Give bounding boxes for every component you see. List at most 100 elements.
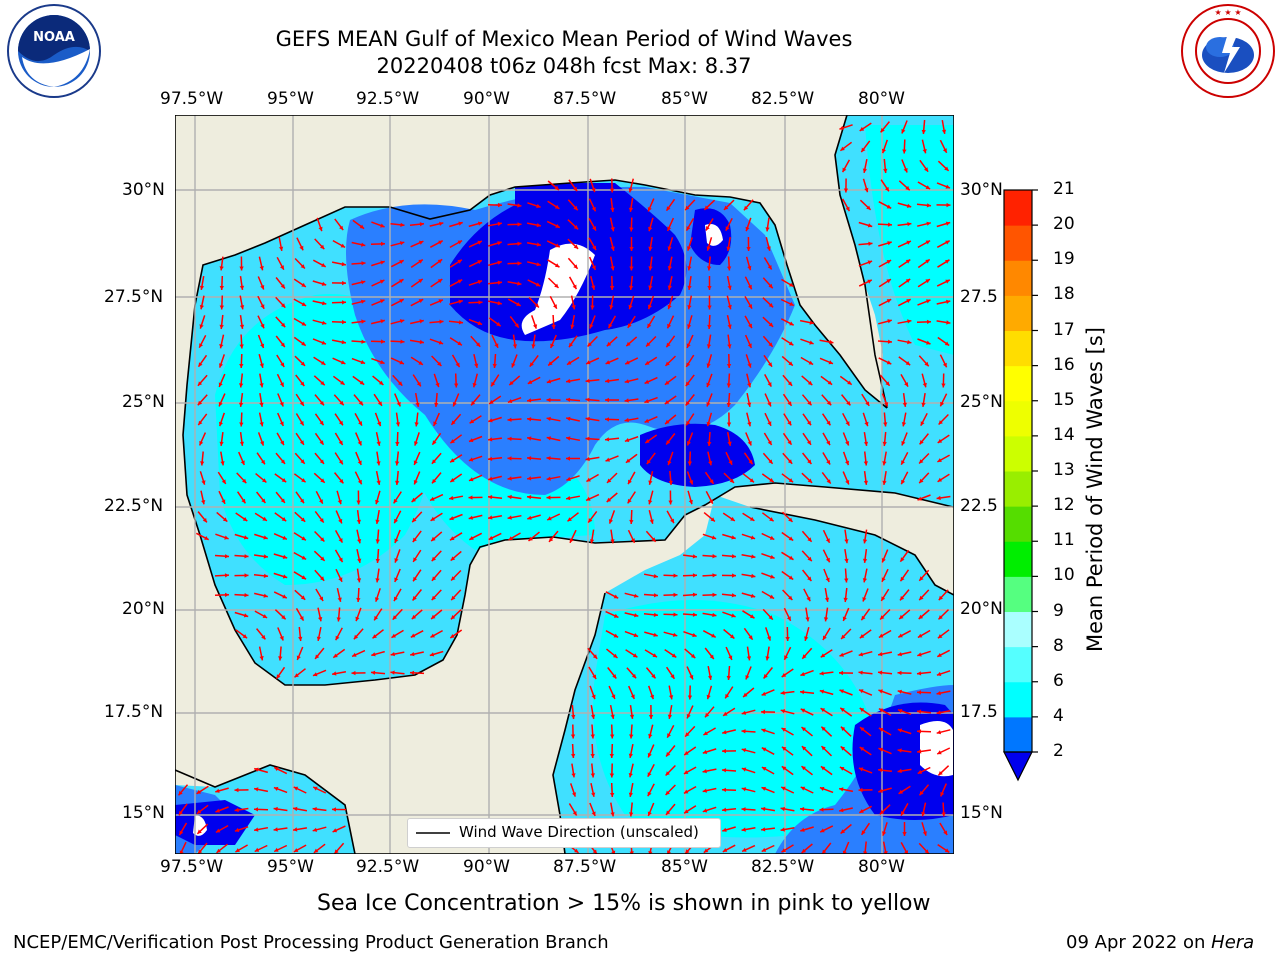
wind-arrow-head bbox=[338, 518, 343, 524]
wind-arrow-head bbox=[312, 827, 318, 832]
wind-arrow-head bbox=[215, 828, 221, 833]
wind-arrow-head bbox=[242, 478, 247, 484]
wind-arrow-head bbox=[712, 592, 717, 598]
wind-arrow-head bbox=[667, 246, 672, 251]
wind-arrow-head bbox=[320, 556, 325, 561]
wind-arrow-head bbox=[906, 240, 911, 245]
wind-arrow-head bbox=[903, 168, 908, 173]
wind-arrow-head bbox=[886, 360, 892, 365]
wind-arrow-head bbox=[723, 711, 728, 716]
wind-arrow-head bbox=[395, 422, 401, 427]
wind-arrow-head bbox=[920, 421, 925, 426]
wind-arrow-head bbox=[413, 576, 418, 582]
wind-arrow-head bbox=[724, 205, 729, 210]
wind-arrow-head bbox=[907, 319, 912, 324]
wind-arrow-head bbox=[512, 344, 518, 349]
wind-arrow-head bbox=[768, 342, 773, 347]
wind-arrow-head bbox=[351, 670, 356, 676]
colorbar-tick-label: 17 bbox=[1053, 319, 1075, 340]
wind-arrow-head bbox=[547, 516, 552, 521]
wind-arrow-head bbox=[527, 398, 532, 403]
wind-arrow-head bbox=[607, 478, 612, 483]
wind-arrow-head bbox=[419, 222, 424, 227]
wind-arrow-head bbox=[844, 539, 849, 544]
wind-arrow-head bbox=[196, 789, 202, 794]
wind-arrow-head bbox=[433, 421, 438, 426]
wind-arrow-head bbox=[457, 240, 463, 245]
wind-arrow-head bbox=[477, 321, 483, 326]
wind-arrow-head bbox=[839, 689, 844, 694]
wind-arrow-head bbox=[281, 615, 286, 620]
wind-arrow-head bbox=[788, 361, 793, 366]
wind-arrow-head bbox=[747, 343, 752, 348]
wind-arrow-head bbox=[590, 773, 595, 778]
wind-arrow-head bbox=[612, 674, 617, 679]
wind-arrow-head bbox=[262, 614, 268, 618]
wind-arrow-head bbox=[469, 419, 475, 424]
wind-arrow-head bbox=[394, 596, 398, 602]
wind-arrow-head bbox=[780, 709, 786, 714]
wind-arrow-head bbox=[546, 476, 551, 481]
wind-arrow-head bbox=[706, 363, 711, 368]
wind-arrow-head bbox=[419, 339, 424, 345]
wind-arrow-head bbox=[254, 767, 259, 772]
wind-arrow-head bbox=[839, 767, 845, 771]
wind-arrow-head bbox=[726, 402, 731, 407]
wind-arrow-head bbox=[924, 361, 929, 367]
wind-arrow-head bbox=[887, 241, 892, 246]
wind-arrow-head bbox=[862, 558, 868, 563]
wind-arrow-head bbox=[805, 617, 810, 622]
wind-arrow-head bbox=[767, 401, 772, 407]
wind-arrow-head bbox=[418, 259, 423, 264]
wind-arrow-head bbox=[904, 382, 908, 387]
wind-arrow-head bbox=[878, 788, 883, 793]
wind-arrow-head bbox=[469, 438, 474, 443]
wind-arrow-head bbox=[732, 573, 736, 578]
wind-arrow-head bbox=[921, 812, 926, 817]
wind-arrow-head bbox=[922, 382, 927, 388]
colorbar-tick-label: 10 bbox=[1053, 565, 1075, 586]
wind-arrow-head bbox=[535, 282, 541, 287]
wind-arrow-head bbox=[781, 746, 787, 751]
wind-arrow-head bbox=[516, 302, 521, 306]
colorbar-tick-label: 9 bbox=[1053, 600, 1064, 621]
wind-arrow-head bbox=[260, 285, 265, 290]
wind-arrow-head bbox=[590, 754, 595, 758]
wind-arrow-head bbox=[527, 476, 532, 481]
wind-arrow-head bbox=[722, 807, 727, 812]
wind-arrow-head bbox=[788, 536, 794, 541]
wind-arrow-head bbox=[301, 321, 306, 326]
wind-arrow-head bbox=[629, 812, 634, 817]
wind-arrow-head bbox=[280, 459, 285, 464]
wind-arrow-head bbox=[571, 753, 576, 758]
wind-arrow-head bbox=[234, 827, 240, 832]
wind-arrow-head bbox=[807, 576, 812, 581]
wind-arrow-head bbox=[259, 656, 264, 661]
wind-arrow-head bbox=[820, 766, 826, 771]
wind-arrow-head bbox=[866, 205, 871, 210]
wind-arrow-head bbox=[282, 574, 288, 579]
wind-arrow-head bbox=[572, 811, 577, 816]
wind-arrow-head bbox=[667, 226, 672, 231]
wind-arrow-head bbox=[610, 714, 615, 719]
wind-arrow-head bbox=[431, 576, 437, 581]
wind-arrow-head bbox=[416, 381, 421, 387]
wind-arrow-head bbox=[789, 555, 794, 560]
wind-arrow-head bbox=[859, 708, 865, 713]
wind-arrow-head bbox=[919, 478, 924, 484]
wind-arrow-head bbox=[897, 709, 903, 714]
wind-arrow-head bbox=[922, 149, 927, 154]
wind-arrow-head bbox=[801, 746, 807, 751]
wind-arrow-head bbox=[667, 850, 671, 854]
wind-arrow-head bbox=[393, 498, 398, 504]
wind-arrow-head bbox=[517, 241, 522, 246]
wind-arrow-head bbox=[898, 789, 904, 794]
wind-arrow-head bbox=[507, 515, 512, 520]
wind-arrow-head bbox=[218, 382, 223, 387]
wind-arrow-head bbox=[488, 437, 493, 442]
wind-arrow-head bbox=[686, 441, 691, 446]
wind-arrow-head bbox=[585, 416, 590, 422]
wind-arrow-head bbox=[224, 573, 229, 578]
wind-arrow-head bbox=[279, 636, 284, 641]
wind-arrow-head bbox=[356, 597, 361, 602]
